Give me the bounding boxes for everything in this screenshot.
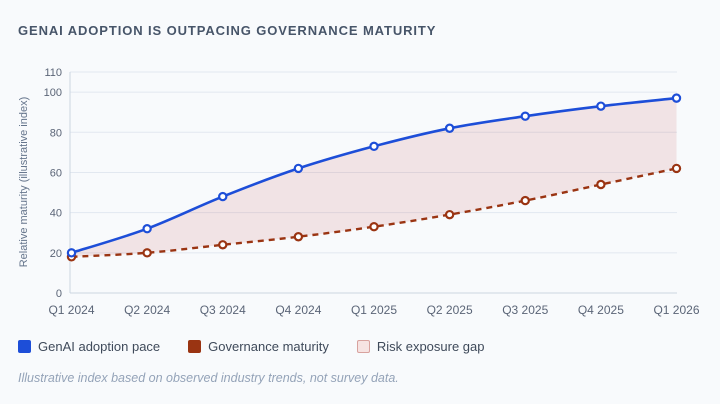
legend-item-governance: Governance maturity <box>188 339 329 354</box>
adoption-point <box>369 141 379 152</box>
y-tick-label: 110 <box>44 67 62 79</box>
governance-point <box>444 209 455 220</box>
legend-label: Governance maturity <box>208 339 329 354</box>
chart-canvas: 0 20 40 60 80 100 110 Q1 2024 Q2 2024 Q3 2024 Q4 2… <box>18 67 700 317</box>
y-tick-label: 20 <box>50 248 62 260</box>
x-tick-label: Q4 2024 <box>275 303 321 317</box>
y-tick-label: 60 <box>50 167 62 179</box>
risk-gap-swatch-icon <box>356 340 370 353</box>
x-tick-label: Q2 2024 <box>124 303 170 317</box>
page-title: GENAI ADOPTION IS OUTPACING GOVERNANCE M… <box>18 23 437 38</box>
y-tick-label: 100 <box>44 87 62 99</box>
governance-point <box>218 240 228 250</box>
footnote-text: Illustrative index based on observed ind… <box>18 371 399 385</box>
x-tick-label: Q2 2025 <box>427 303 473 317</box>
governance-point <box>142 248 152 258</box>
adoption-swatch-icon <box>18 340 31 353</box>
risk-gap-area <box>71 98 677 257</box>
y-axis-title: Relative maturity (illustrative index) <box>18 97 30 268</box>
adoption-point <box>218 191 228 202</box>
x-tick-label: Q1 2024 <box>48 303 94 317</box>
adoption-point <box>142 224 152 234</box>
chart-legend: GenAI adoption pace Governance maturity … <box>18 339 485 354</box>
y-tick-label: 80 <box>50 127 62 139</box>
y-tick-label: 0 <box>56 288 62 300</box>
governance-point <box>293 232 304 242</box>
governance-point <box>369 221 379 232</box>
governance-point <box>520 195 530 206</box>
legend-label: GenAI adoption pace <box>38 339 161 354</box>
governance-point <box>596 179 606 190</box>
adoption-point <box>520 111 530 121</box>
legend-item-risk-gap: Risk exposure gap <box>356 339 485 354</box>
adoption-point <box>293 163 304 174</box>
legend-label: Risk exposure gap <box>376 339 485 354</box>
governance-point <box>671 163 682 174</box>
x-tick-label: Q3 2024 <box>200 303 246 317</box>
legend-item-adoption: GenAI adoption pace <box>18 339 160 354</box>
x-tick-label: Q4 2025 <box>578 303 624 317</box>
adoption-point <box>596 101 606 111</box>
x-tick-label: Q3 2025 <box>502 303 548 317</box>
governance-swatch-icon <box>188 340 202 353</box>
adoption-point <box>444 123 455 133</box>
adoption-point <box>671 93 682 103</box>
y-tick-label: 40 <box>50 208 62 220</box>
x-tick-label: Q1 2026 <box>653 303 699 317</box>
adoption-point <box>66 248 77 258</box>
x-tick-label: Q1 2025 <box>351 303 397 317</box>
